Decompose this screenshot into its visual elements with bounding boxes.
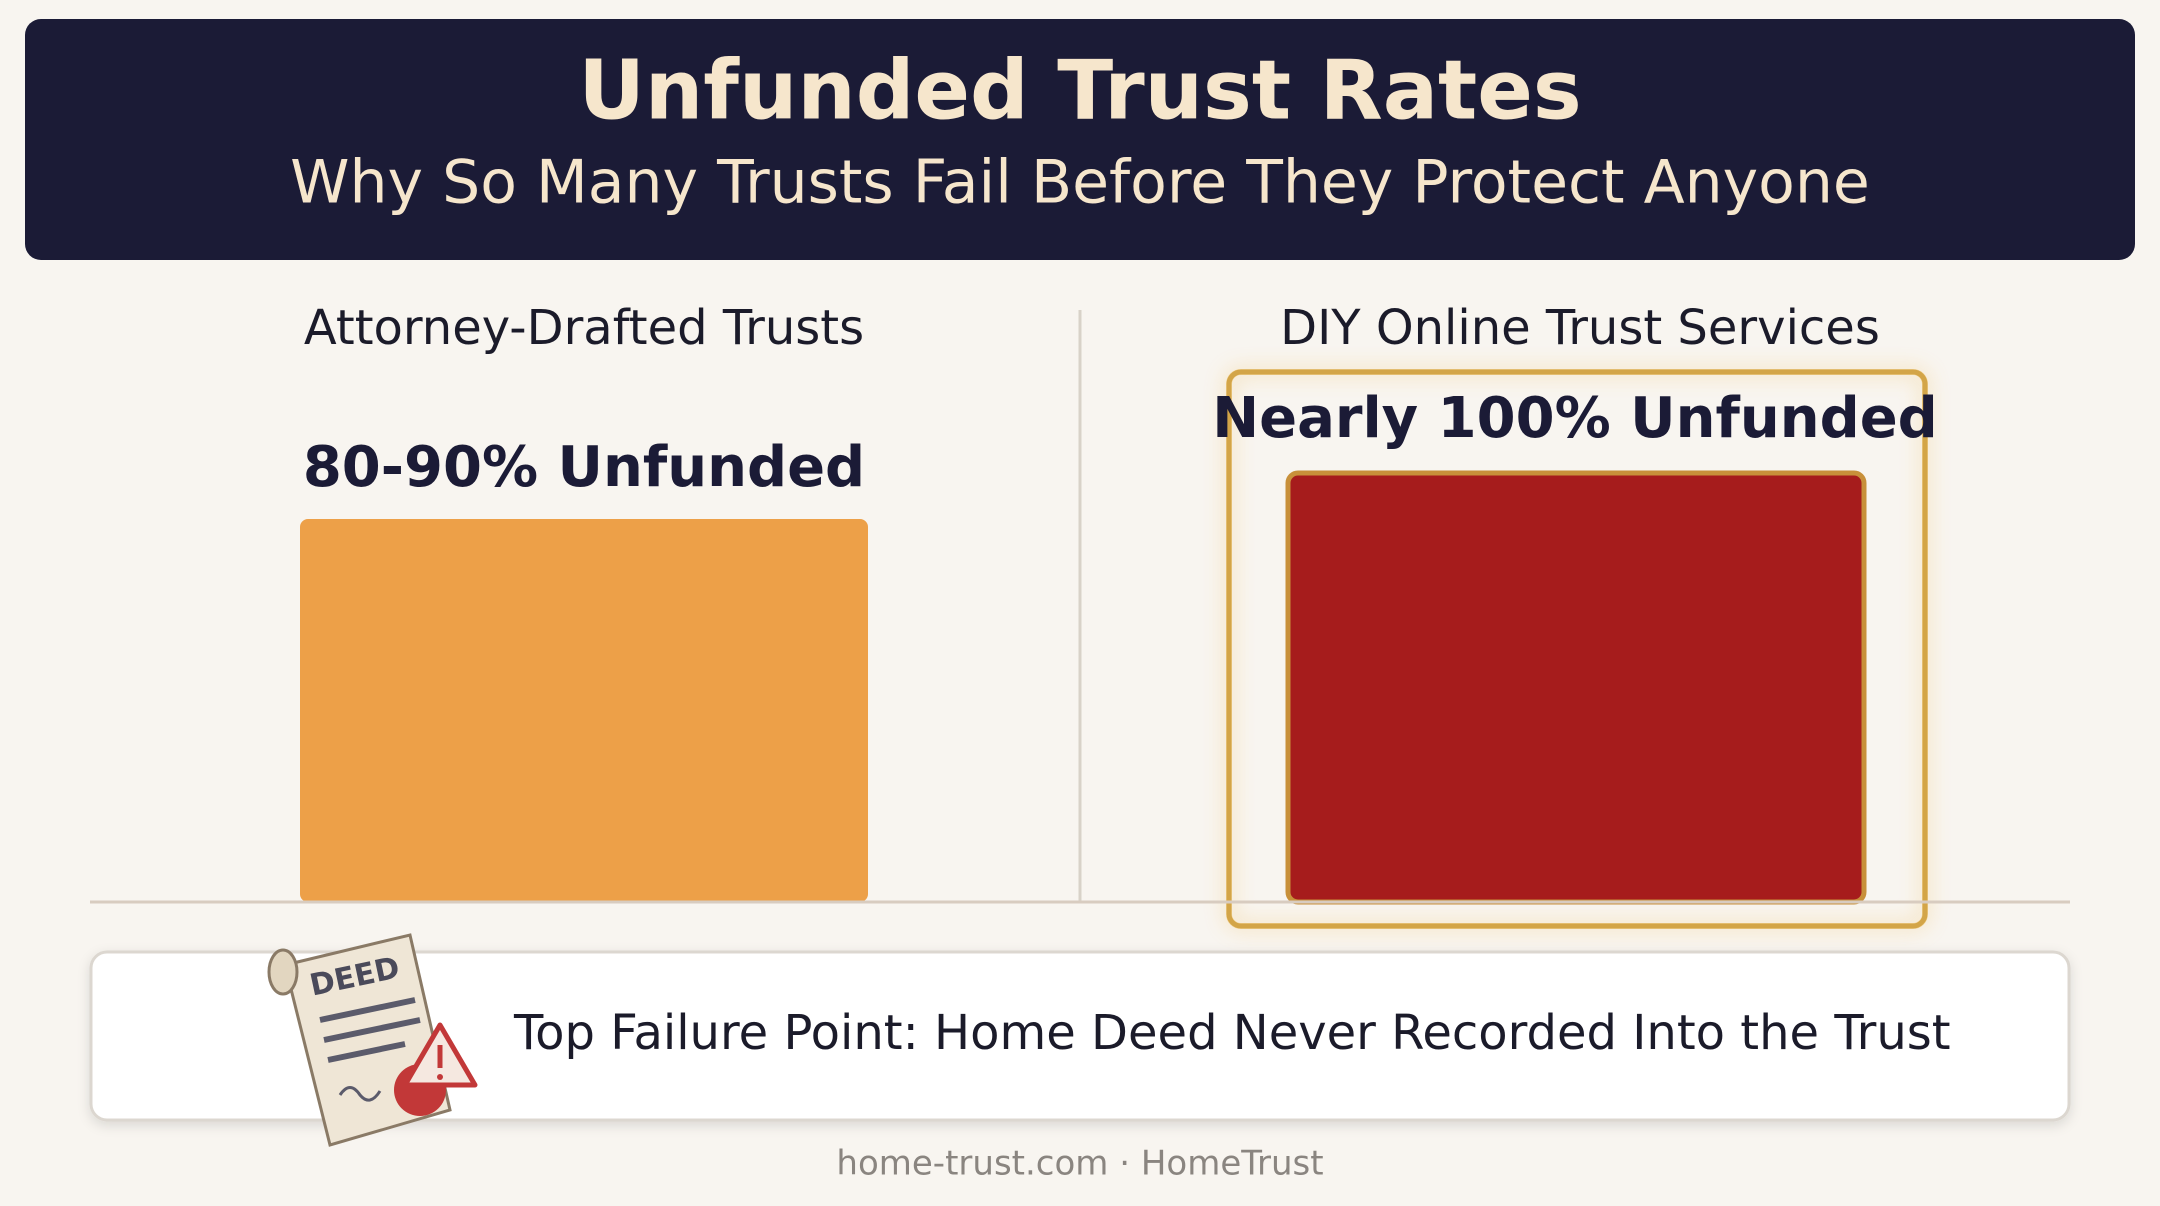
value-label: 80-90% Unfunded bbox=[303, 435, 865, 500]
subtitle: Why So Many Trusts Fail Before They Prot… bbox=[290, 148, 1870, 218]
panel-label: DIY Online Trust Services bbox=[1280, 300, 1880, 356]
callout-text: Top Failure Point: Home Deed Never Recor… bbox=[513, 1005, 1951, 1061]
deed-icon bbox=[267, 933, 478, 1147]
callout-box bbox=[89, 950, 2071, 1122]
title: Unfunded Trust Rates bbox=[578, 43, 1581, 138]
header-banner bbox=[25, 19, 2135, 260]
value-label: Nearly 100% Unfunded bbox=[1212, 386, 1938, 451]
footer-credit: home-trust.com · HomeTrust bbox=[836, 1144, 1323, 1184]
bar bbox=[300, 519, 868, 902]
highlight-box bbox=[1226, 369, 1928, 929]
panel-label: Attorney-Drafted Trusts bbox=[304, 300, 864, 356]
bar bbox=[1285, 470, 1867, 905]
